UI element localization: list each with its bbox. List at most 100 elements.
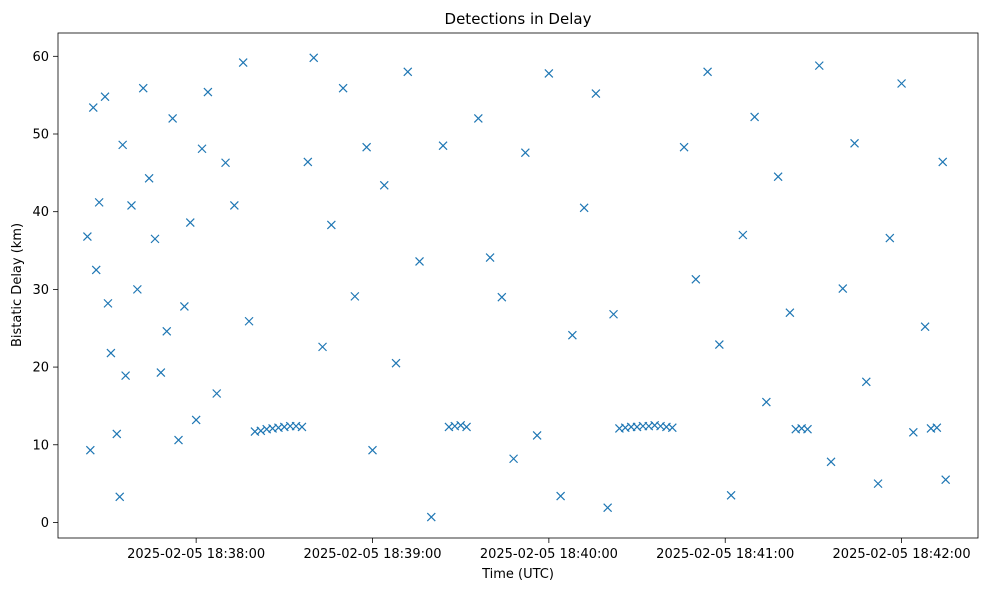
data-point-marker bbox=[497, 292, 507, 302]
data-point-marker bbox=[938, 157, 948, 167]
y-tick-label: 30 bbox=[32, 283, 49, 298]
data-point-marker bbox=[82, 232, 92, 241]
x-axis: 2025-02-05 18:38:00 2025-02-05 18:39:00 20… bbox=[127, 538, 971, 562]
data-point-marker bbox=[150, 234, 160, 244]
data-point-marker bbox=[691, 274, 701, 284]
data-point-marker bbox=[861, 377, 871, 387]
data-point-marker bbox=[579, 203, 589, 213]
data-point-marker bbox=[326, 220, 336, 230]
data-point-marker bbox=[509, 454, 519, 464]
data-point-marker bbox=[118, 140, 128, 150]
data-point-marker bbox=[138, 83, 148, 93]
plot-background bbox=[58, 33, 978, 538]
data-point-marker bbox=[603, 503, 613, 513]
x-tick-label: 2025-02-05 18:42:00 bbox=[833, 547, 971, 562]
data-point-marker bbox=[885, 233, 895, 243]
data-point-marker bbox=[256, 426, 266, 436]
data-point-marker bbox=[103, 298, 113, 308]
data-point-marker bbox=[85, 445, 95, 455]
y-axis: 0 10 20 30 40 50 60 bbox=[32, 50, 58, 531]
scatter-markers bbox=[82, 53, 951, 522]
data-point-marker bbox=[127, 201, 136, 210]
data-point-marker bbox=[100, 92, 110, 102]
data-point-marker bbox=[826, 457, 836, 467]
data-point-marker bbox=[803, 424, 812, 434]
data-point-marker bbox=[144, 173, 154, 183]
data-point-marker bbox=[318, 342, 327, 352]
data-point-marker bbox=[197, 144, 207, 154]
data-point-marker bbox=[309, 53, 319, 63]
x-tick-label: 2025-02-05 18:39:00 bbox=[303, 547, 441, 562]
data-point-marker bbox=[297, 422, 307, 432]
data-point-marker bbox=[379, 180, 389, 190]
data-point-marker bbox=[91, 265, 101, 275]
data-point-marker bbox=[168, 114, 178, 123]
y-tick-label: 40 bbox=[32, 205, 49, 220]
data-point-marker bbox=[773, 172, 783, 182]
data-point-marker bbox=[112, 429, 122, 439]
data-point-marker bbox=[438, 141, 448, 151]
data-point-marker bbox=[115, 492, 125, 502]
data-point-marker bbox=[873, 479, 883, 489]
data-point-marker bbox=[609, 309, 618, 319]
chart-title: Detections in Delay bbox=[445, 10, 592, 28]
data-point-marker bbox=[368, 445, 377, 455]
y-tick-label: 10 bbox=[32, 438, 49, 453]
data-point-marker bbox=[932, 423, 942, 433]
data-point-marker bbox=[591, 89, 601, 99]
data-point-marker bbox=[920, 322, 930, 332]
y-tick-label: 60 bbox=[32, 50, 49, 65]
data-point-marker bbox=[485, 253, 495, 262]
data-point-marker bbox=[203, 87, 213, 97]
data-point-marker bbox=[212, 389, 222, 398]
data-point-marker bbox=[106, 348, 116, 358]
data-point-marker bbox=[532, 431, 542, 440]
y-tick-label: 20 bbox=[32, 361, 49, 376]
y-axis-label: Bistatic Delay (km) bbox=[10, 223, 25, 347]
data-point-marker bbox=[567, 330, 577, 340]
data-point-marker bbox=[132, 284, 142, 294]
data-point-marker bbox=[362, 142, 372, 152]
data-point-marker bbox=[544, 68, 554, 78]
data-point-marker bbox=[456, 420, 466, 430]
data-point-marker bbox=[403, 67, 413, 77]
x-tick-label: 2025-02-05 18:38:00 bbox=[127, 547, 265, 562]
data-point-marker bbox=[679, 142, 689, 152]
data-point-marker bbox=[703, 67, 713, 77]
data-point-marker bbox=[415, 256, 424, 266]
data-point-marker bbox=[738, 230, 748, 240]
data-point-marker bbox=[179, 302, 189, 311]
data-point-marker bbox=[761, 397, 771, 407]
data-point-marker bbox=[88, 103, 98, 113]
data-point-marker bbox=[850, 138, 859, 148]
data-point-marker bbox=[191, 415, 201, 425]
data-point-marker bbox=[520, 148, 530, 158]
data-point-marker bbox=[229, 201, 239, 210]
data-point-marker bbox=[462, 422, 471, 432]
data-point-marker bbox=[174, 435, 183, 445]
data-point-marker bbox=[814, 61, 824, 71]
data-point-marker bbox=[156, 368, 166, 377]
data-point-marker bbox=[94, 197, 104, 207]
data-point-marker bbox=[897, 79, 907, 88]
data-point-marker bbox=[303, 157, 313, 167]
data-point-marker bbox=[426, 512, 436, 522]
y-tick-label: 50 bbox=[32, 128, 49, 143]
x-tick-label: 2025-02-05 18:41:00 bbox=[656, 547, 794, 562]
data-point-marker bbox=[221, 158, 230, 168]
data-point-marker bbox=[785, 308, 795, 318]
data-point-marker bbox=[244, 316, 254, 326]
data-point-marker bbox=[726, 490, 736, 500]
y-tick-label: 0 bbox=[41, 516, 49, 531]
data-point-marker bbox=[121, 371, 131, 381]
data-point-marker bbox=[473, 114, 483, 123]
data-point-marker bbox=[941, 475, 951, 485]
data-point-marker bbox=[391, 358, 401, 368]
plot-frame bbox=[57, 32, 979, 539]
x-tick-label: 2025-02-05 18:40:00 bbox=[480, 547, 618, 562]
data-point-marker bbox=[338, 83, 348, 93]
x-axis-label: Time (UTC) bbox=[481, 567, 554, 582]
data-point-marker bbox=[350, 291, 360, 301]
data-point-marker bbox=[838, 284, 848, 294]
